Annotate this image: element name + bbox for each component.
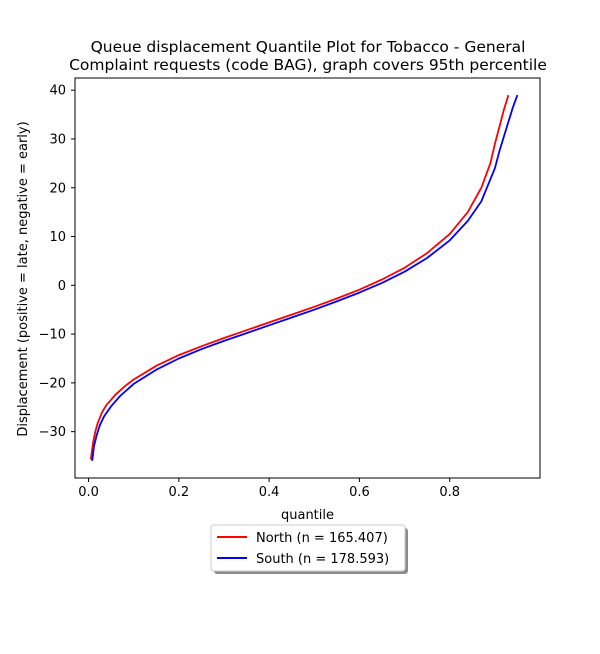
series-line-north bbox=[89, 94, 510, 460]
chart-title-line-1: Queue displacement Quantile Plot for Tob… bbox=[91, 38, 526, 56]
x-tick-label: 0.8 bbox=[439, 485, 460, 500]
y-tick-label: 40 bbox=[49, 84, 66, 99]
plot-frame bbox=[74, 77, 541, 479]
x-tick-label: 0.6 bbox=[349, 485, 370, 500]
y-tick-label: −10 bbox=[39, 328, 66, 343]
x-tick-label: 0.0 bbox=[78, 485, 99, 500]
y-tick-label: −30 bbox=[39, 425, 66, 440]
y-tick-label: 0 bbox=[58, 279, 66, 294]
x-axis-label: quantile bbox=[281, 508, 334, 523]
x-tick-label: 0.4 bbox=[259, 485, 280, 500]
y-tick-label: 20 bbox=[49, 181, 66, 196]
legend-label-north: North (n = 165.407) bbox=[256, 531, 388, 546]
x-tick-label: 0.2 bbox=[168, 485, 189, 500]
y-tick-label: −20 bbox=[39, 376, 66, 391]
series-lines bbox=[89, 94, 519, 462]
legend-label-south: South (n = 178.593) bbox=[256, 552, 389, 567]
axis-ticks: 0.0 0.2 0.4 0.6 0.8 −30 −20 −10 0 10 20 30 40 bbox=[39, 84, 460, 500]
legend-box bbox=[210, 524, 406, 572]
y-axis-label: Displacement (positive = late, negative … bbox=[16, 121, 31, 436]
chart-title-line-2: Complaint requests (code BAG), graph cov… bbox=[69, 56, 547, 74]
series-line-south bbox=[91, 94, 519, 462]
y-tick-label: 10 bbox=[49, 230, 66, 245]
legend: North (n = 165.407) South (n = 178.593) bbox=[210, 524, 408, 574]
y-tick-label: 30 bbox=[49, 132, 66, 147]
